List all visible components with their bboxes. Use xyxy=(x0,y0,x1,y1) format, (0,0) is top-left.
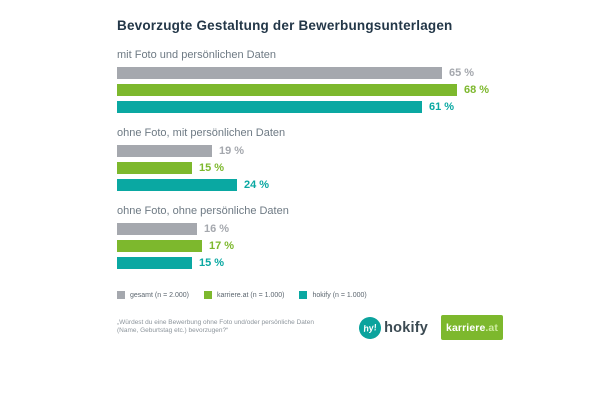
chart-title: Bevorzugte Gestaltung der Bewerbungsunte… xyxy=(117,18,453,33)
bar-hokify-n-1-000 xyxy=(117,101,422,113)
chart-group-3: ohne Foto, ohne persönliche Daten 16 % 17 … xyxy=(117,205,503,269)
category-label: ohne Foto, ohne persönliche Daten xyxy=(117,205,289,217)
legend-item-karriere-at-n-1-000: karriere.at (n = 1.000) xyxy=(203,291,285,299)
legend-swatch-icon xyxy=(299,291,308,299)
legend-label: hokify (n = 1.000) xyxy=(312,291,367,299)
chart-area: Bevorzugte Gestaltung der Bewerbungsunte… xyxy=(117,18,503,340)
bar-value-label: 15 % xyxy=(199,257,225,269)
legend-item-gesamt-n-2-000: gesamt (n = 2.000) xyxy=(117,291,189,299)
legend-label: karriere.at (n = 1.000) xyxy=(216,291,285,299)
bar-hokify-n-1-000 xyxy=(117,257,192,269)
brand-logos: hy! hokify karriere .at xyxy=(357,315,503,340)
footnote-line-1: „Würdest du eine Bewerbung ohne Foto und… xyxy=(117,319,314,326)
legend-swatch-icon xyxy=(203,291,212,299)
footer: „Würdest du eine Bewerbung ohne Foto und… xyxy=(117,315,503,340)
category-label: ohne Foto, mit persönlichen Daten xyxy=(117,127,286,139)
survey-question-footnote: „Würdest du eine Bewerbung ohne Foto und… xyxy=(117,319,314,335)
karriere-wordmark-suffix: .at xyxy=(485,321,498,334)
karriere-wordmark: karriere xyxy=(446,321,486,334)
category-label: mit Foto und persönlichen Daten xyxy=(117,49,276,61)
bar-value-label: 24 % xyxy=(244,179,270,191)
bar-karriere-at-n-1-000 xyxy=(117,240,202,252)
karriere-at-logo: karriere .at xyxy=(441,315,503,340)
bar-row-karriere-at-n-1-000: 15 % xyxy=(117,162,503,174)
bar-value-label: 65 % xyxy=(449,67,475,79)
bar-value-label: 61 % xyxy=(429,101,455,113)
bar-row-karriere-at-n-1-000: 17 % xyxy=(117,240,503,252)
bar-row-hokify-n-1-000: 15 % xyxy=(117,257,503,269)
bar-gesamt-n-2-000 xyxy=(117,223,197,235)
bar-value-label: 16 % xyxy=(204,223,230,235)
bar-row-karriere-at-n-1-000: 68 % xyxy=(117,84,503,96)
bar-gesamt-n-2-000 xyxy=(117,145,212,157)
bar-value-label: 19 % xyxy=(219,145,245,157)
hokify-wordmark: hokify xyxy=(384,319,428,336)
legend: gesamt (n = 2.000) karriere.at (n = 1.000… xyxy=(117,291,503,299)
bar-karriere-at-n-1-000 xyxy=(117,84,457,96)
legend-item-hokify-n-1-000: hokify (n = 1.000) xyxy=(299,291,367,299)
bar-karriere-at-n-1-000 xyxy=(117,162,192,174)
bar-value-label: 68 % xyxy=(464,84,490,96)
chart-group-2: ohne Foto, mit persönlichen Daten 19 % 15 … xyxy=(117,127,503,191)
footnote-line-2: (Name, Geburtstag etc.) bevorzugen?“ xyxy=(117,327,229,334)
chart-group-1: mit Foto und persönlichen Daten 65 % 68 % 6… xyxy=(117,49,503,113)
legend-swatch-icon xyxy=(117,291,125,299)
hokify-badge-icon: hy! xyxy=(357,315,383,340)
bar-hokify-n-1-000 xyxy=(117,179,237,191)
hokify-logo: hy! hokify xyxy=(357,315,428,340)
bar-row-hokify-n-1-000: 61 % xyxy=(117,101,503,113)
bar-chart: mit Foto und persönlichen Daten 65 % 68 % 6… xyxy=(117,49,503,269)
bar-value-label: 17 % xyxy=(209,240,235,252)
bar-row-gesamt-n-2-000: 16 % xyxy=(117,223,503,235)
bar-row-gesamt-n-2-000: 19 % xyxy=(117,145,503,157)
bar-row-gesamt-n-2-000: 65 % xyxy=(117,67,503,79)
bar-row-hokify-n-1-000: 24 % xyxy=(117,179,503,191)
bar-value-label: 15 % xyxy=(199,162,225,174)
legend-label: gesamt (n = 2.000) xyxy=(130,291,189,299)
bar-gesamt-n-2-000 xyxy=(117,67,442,79)
